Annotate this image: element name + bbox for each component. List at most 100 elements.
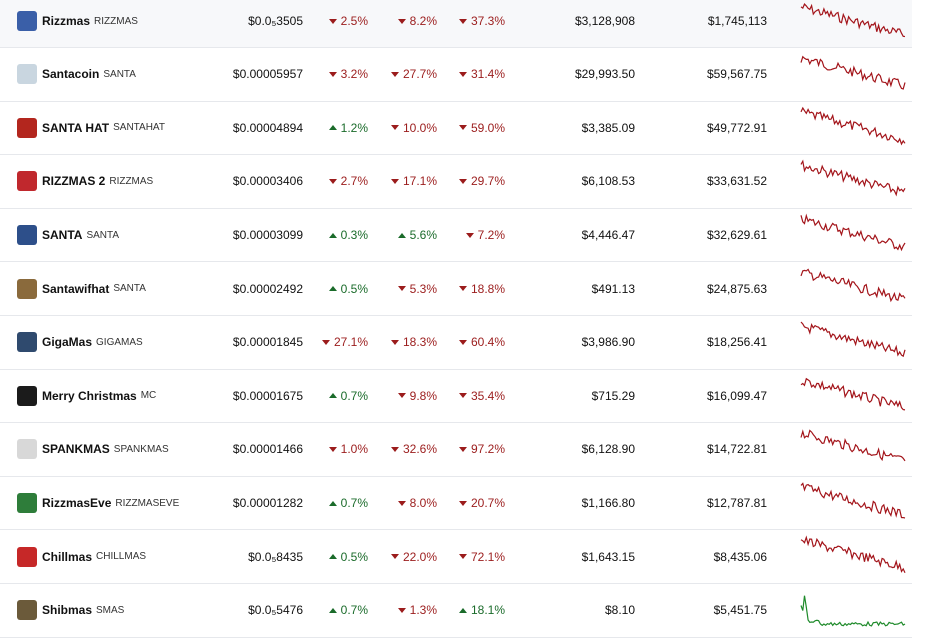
sparkline-path <box>800 429 906 462</box>
change-value: 9.8% <box>409 388 437 403</box>
change-cell: 18.1% <box>440 584 505 637</box>
token-name: Santacoin <box>42 67 100 82</box>
token-symbol: RIZZMASEVE <box>115 497 180 509</box>
change-cell: 18.8% <box>440 262 505 315</box>
token-row[interactable]: Rizzmas RIZZMAS $0.0₅3505 2.5% 8.2% 37.3% $3,1… <box>0 0 912 48</box>
change-value: 97.2% <box>470 442 505 457</box>
token-name: SPANKMAS <box>42 442 110 457</box>
market-cap: $18,256.41 <box>706 335 767 350</box>
volume: $3,986.90 <box>581 335 635 350</box>
token-icon <box>17 171 37 192</box>
sparkline <box>800 482 906 519</box>
change-cell: 17.1% <box>372 155 437 208</box>
price: $0.00001675 <box>232 388 303 403</box>
arrow-down <box>397 500 406 506</box>
token-row[interactable]: Santacoin SANTA $0.00005957 3.2% 27.7% 31.4% $… <box>0 48 912 102</box>
change-value: 7.2% <box>477 228 505 243</box>
token-icon <box>17 493 37 514</box>
token-name: RIZZMAS 2 <box>42 174 106 189</box>
volume: $1,643.15 <box>581 549 635 564</box>
sparkline <box>800 321 906 358</box>
change-value: 32.6% <box>402 442 437 457</box>
arrow-down <box>390 554 399 560</box>
market-cap-cell: $12,787.81 <box>657 477 767 530</box>
sparkline-path <box>800 268 906 303</box>
sparkline <box>800 159 906 197</box>
volume-cell: $3,986.90 <box>525 316 635 369</box>
change-cell: 1.0% <box>303 423 368 476</box>
change-cell: 60.4% <box>440 316 505 369</box>
price: $0.00001845 <box>232 335 303 350</box>
sparkline <box>800 595 906 627</box>
market-cap: $59,567.75 <box>706 67 767 82</box>
volume: $6,128.90 <box>581 442 635 457</box>
change-cell: 72.1% <box>440 530 505 583</box>
change-cell: 0.5% <box>303 530 368 583</box>
sparkline <box>800 429 906 462</box>
change-cell: 97.2% <box>440 423 505 476</box>
arrow-down <box>458 71 467 77</box>
change-value: 2.7% <box>340 174 368 189</box>
market-cap-cell: $59,567.75 <box>657 48 767 101</box>
token-row[interactable]: RizzmasEve RIZZMASEVE $0.00001282 0.7% 8.0% 2… <box>0 477 912 531</box>
change-value: 18.1% <box>470 603 505 618</box>
token-row[interactable]: Chillmas CHILLMAS $0.0₅8435 0.5% 22.0% 72.1% $… <box>0 530 912 584</box>
token-symbol: RIZZMAS <box>109 175 154 187</box>
token-row[interactable]: SANTA SANTA $0.00003099 0.3% 5.6% 7.2% $4,446.… <box>0 209 912 263</box>
token-symbol: SANTAHAT <box>113 122 165 134</box>
price: $0.0₅8435 <box>248 549 303 564</box>
market-cap: $32,629.61 <box>706 228 767 243</box>
volume: $6,108.53 <box>581 174 635 189</box>
market-cap-cell: $8,435.06 <box>657 530 767 583</box>
volume-cell: $6,108.53 <box>525 155 635 208</box>
token-icon <box>17 225 37 246</box>
token-row[interactable]: Merry Christmas MC $0.00001675 0.7% 9.8% 35.4… <box>0 370 912 424</box>
change-value: 0.5% <box>340 549 368 564</box>
volume: $8.10 <box>604 603 635 618</box>
volume-cell: $1,166.80 <box>525 477 635 530</box>
change-value: 0.7% <box>340 603 368 618</box>
price-cell: $0.00003099 <box>193 209 303 262</box>
name-cell: Chillmas CHILLMAS <box>0 530 200 583</box>
market-cap-cell: $32,629.61 <box>657 209 767 262</box>
price-cell: $0.00001466 <box>193 423 303 476</box>
token-row[interactable]: SPANKMAS SPANKMAS $0.00001466 1.0% 32.6% 97.2… <box>0 423 912 477</box>
change-cell: 8.2% <box>372 0 437 47</box>
token-symbol: SANTA <box>103 68 136 80</box>
token-name: Merry Christmas <box>42 388 137 403</box>
price: $0.00005957 <box>232 67 303 82</box>
token-name: SANTA HAT <box>42 120 110 135</box>
token-icon <box>17 64 37 85</box>
volume: $491.13 <box>591 281 635 296</box>
token-row[interactable]: SANTA HAT SANTAHAT $0.00004894 1.2% 10.0% 59.… <box>0 102 912 156</box>
change-value: 3.2% <box>340 67 368 82</box>
price: $0.00003099 <box>232 228 303 243</box>
token-row[interactable]: Santawifhat SANTA $0.00002492 0.5% 5.3% 18.8%… <box>0 262 912 316</box>
change-value: 18.8% <box>470 281 505 296</box>
arrow-down <box>458 554 467 560</box>
change-value: 17.1% <box>402 174 437 189</box>
token-icon <box>17 439 37 460</box>
change-cell: 59.0% <box>440 102 505 155</box>
token-symbol: SANTA <box>86 229 120 241</box>
price: $0.00001466 <box>232 442 303 457</box>
token-symbol: MC <box>140 390 157 402</box>
arrow-down <box>397 18 406 24</box>
arrow-down <box>458 125 467 131</box>
change-value: 59.0% <box>470 120 505 135</box>
arrow-down <box>390 178 399 184</box>
price: $0.00003406 <box>232 174 303 189</box>
volume: $29,993.50 <box>574 67 635 82</box>
volume: $715.29 <box>591 388 635 403</box>
token-row[interactable]: Shibmas SMAS $0.0₅5476 0.7% 1.3% 18.1% $8.10 $5… <box>0 584 912 638</box>
change-value: 1.0% <box>340 442 368 457</box>
token-row[interactable]: RIZZMAS 2 RIZZMAS $0.00003406 2.7% 17.1% 29.7… <box>0 155 912 209</box>
sparkline-path <box>800 3 906 38</box>
volume: $1,166.80 <box>581 496 635 511</box>
arrow-up <box>328 232 337 238</box>
change-cell: 0.5% <box>303 262 368 315</box>
sparkline-path <box>800 377 906 411</box>
market-cap: $33,631.52 <box>706 174 767 189</box>
token-row[interactable]: GigaMas GIGAMAS $0.00001845 27.1% 18.3% 60.4%… <box>0 316 912 370</box>
